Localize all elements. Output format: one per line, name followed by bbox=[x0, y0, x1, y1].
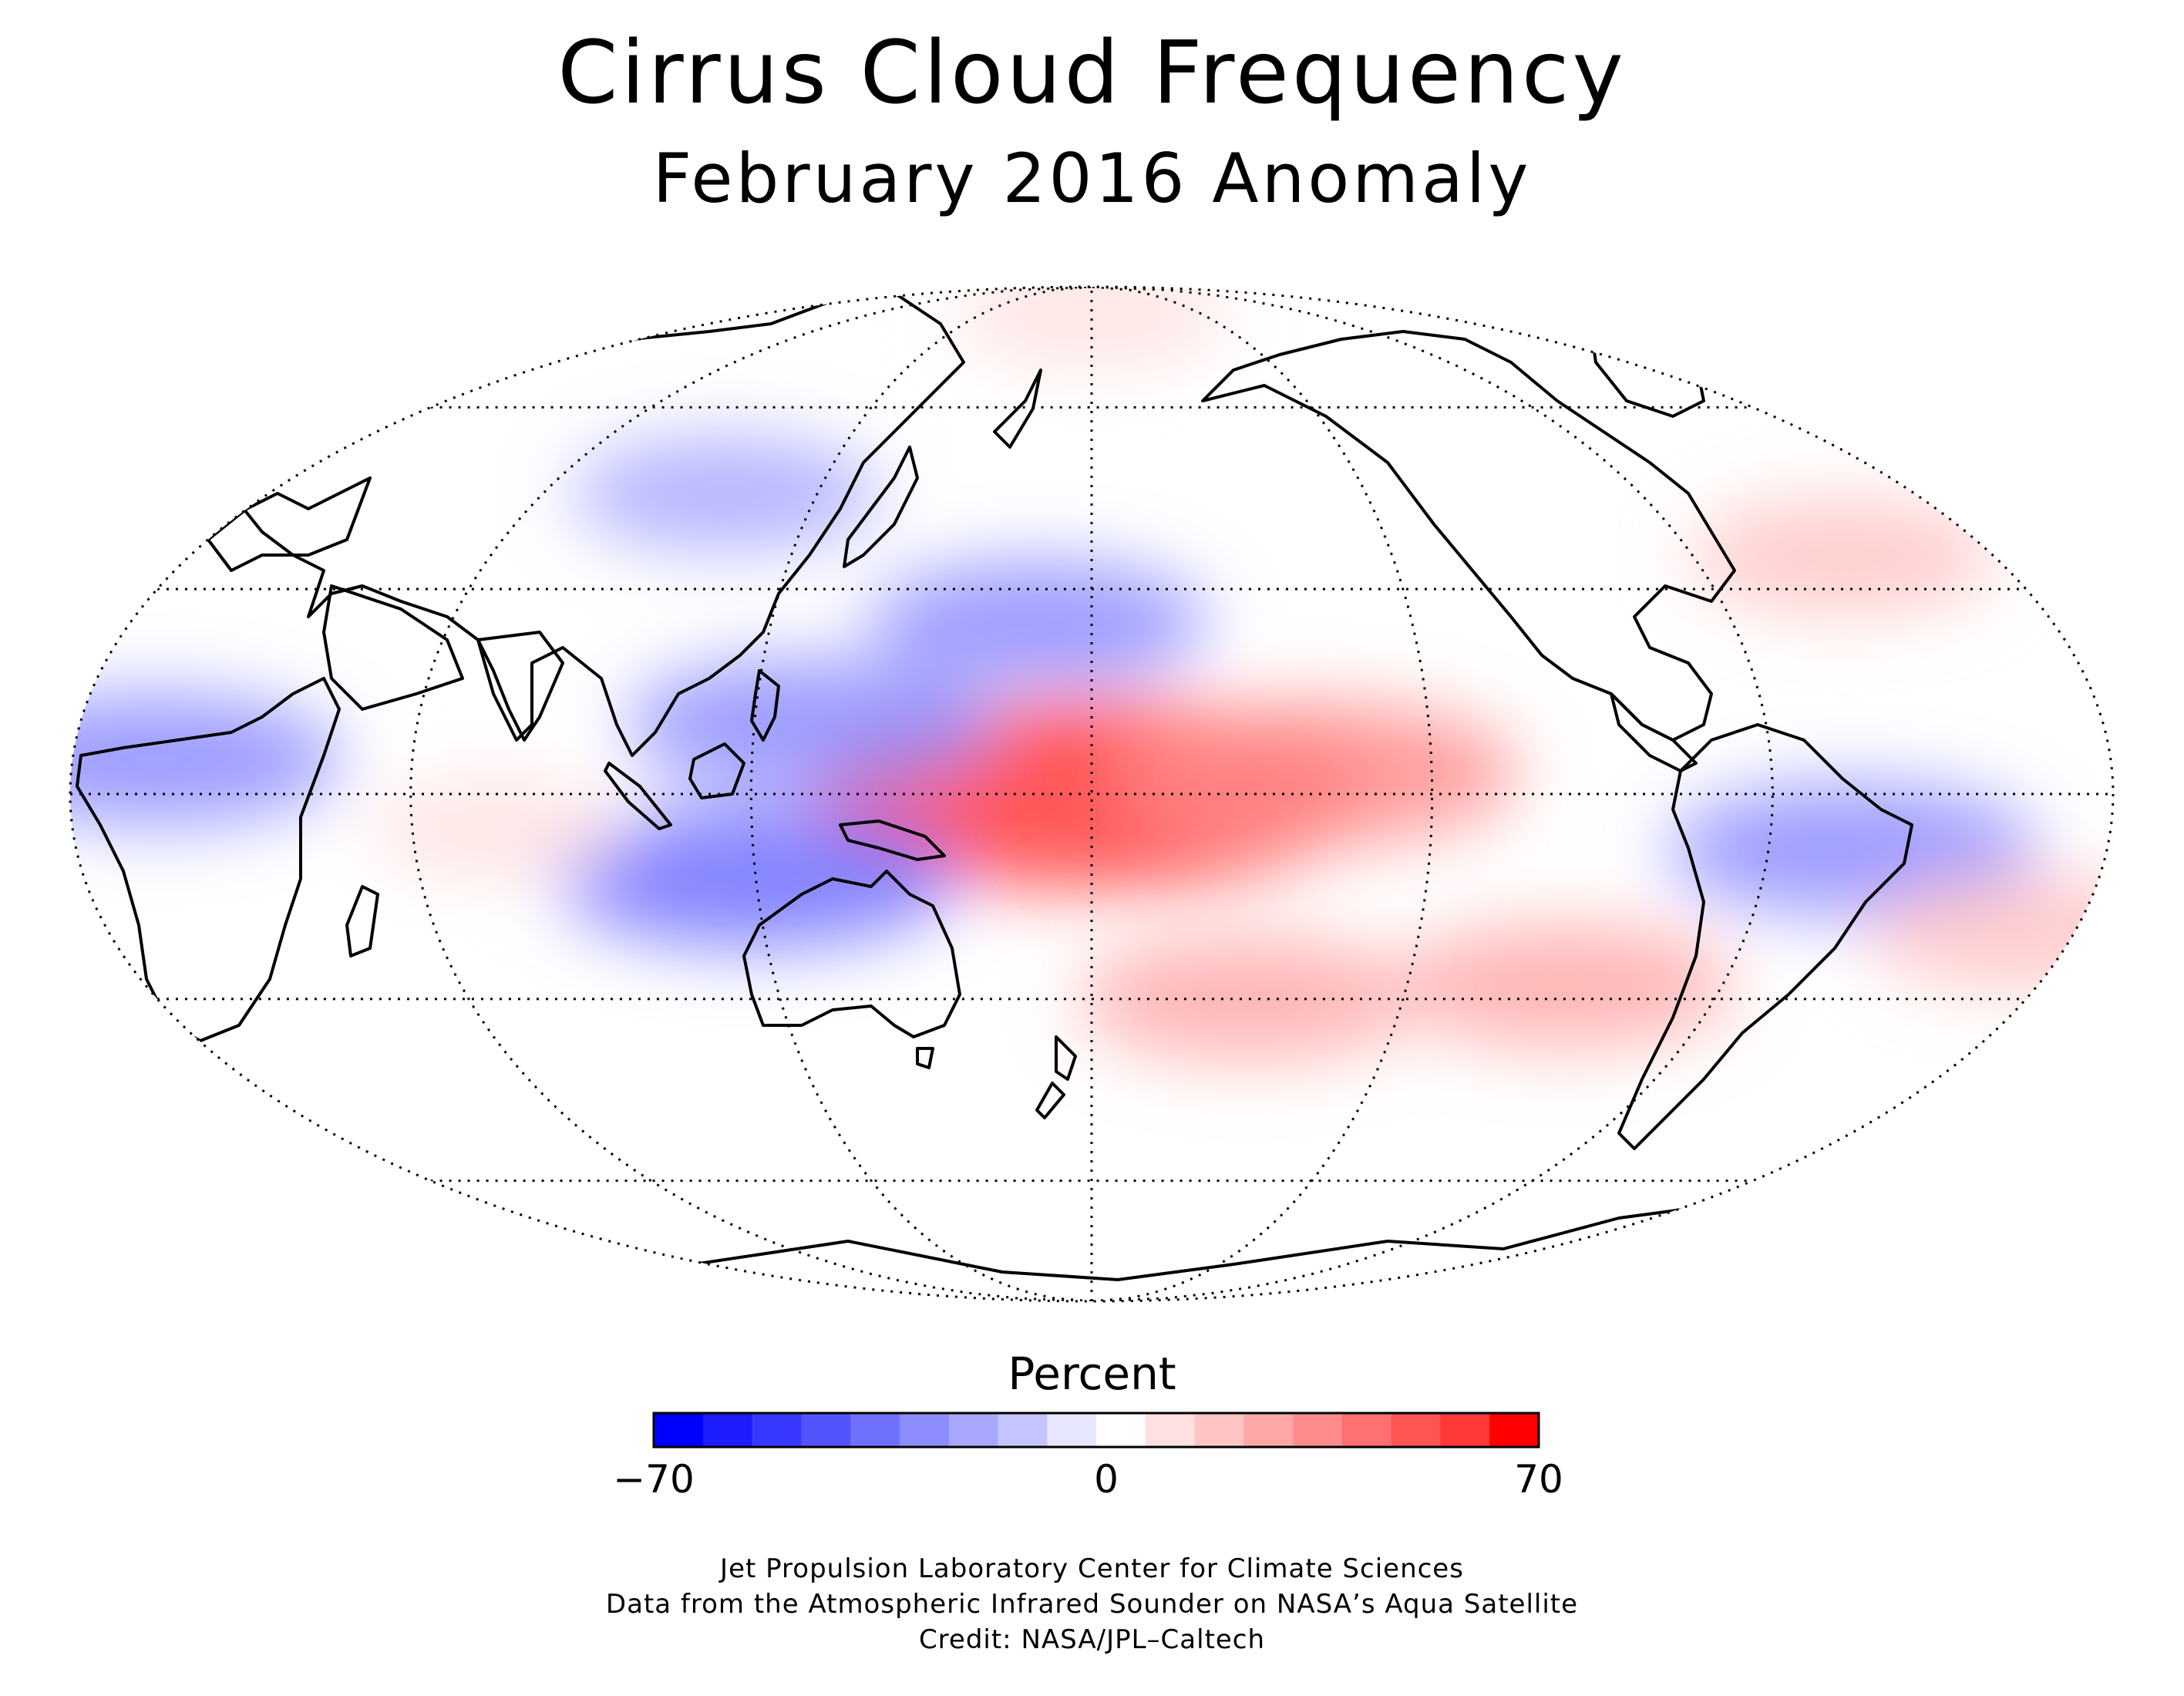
anomaly-blob-8 bbox=[571, 436, 880, 551]
anomaly-blob-3 bbox=[625, 658, 996, 791]
anomaly-blob-6 bbox=[70, 692, 343, 826]
colorbar-swatch-14 bbox=[1341, 1413, 1392, 1447]
anomaly-blob-2 bbox=[1078, 937, 1418, 1061]
philippines-outline bbox=[750, 669, 780, 742]
tasmania-outline bbox=[916, 1047, 934, 1069]
meridian-60 bbox=[1091, 287, 1434, 1301]
colorbar-swatch-11 bbox=[1194, 1413, 1244, 1447]
colorbar-label: Percent bbox=[1008, 1348, 1176, 1400]
colorbar-swatch-4 bbox=[850, 1413, 900, 1447]
meridian-120 bbox=[1091, 287, 1774, 1301]
meridian--60 bbox=[749, 287, 1092, 1301]
arabia-outline bbox=[322, 584, 464, 711]
kamchatka-outline bbox=[993, 368, 1042, 449]
africa-outline bbox=[76, 677, 341, 1042]
colorbar-min-label: −70 bbox=[613, 1457, 695, 1502]
credit-line-2: Data from the Atmospheric Infrared Sound… bbox=[605, 1589, 1579, 1620]
australia-outline bbox=[742, 870, 961, 1038]
colorbar-frame bbox=[652, 1412, 1540, 1449]
europe-outline bbox=[207, 476, 372, 572]
colorbar-swatch-3 bbox=[801, 1413, 851, 1447]
anomaly-blob-1 bbox=[1118, 702, 1519, 844]
graticule bbox=[70, 287, 2113, 1301]
colorbar-mid-label: 0 bbox=[1094, 1457, 1119, 1502]
globe-border bbox=[69, 285, 2115, 1303]
anomaly-blob-11 bbox=[1689, 499, 1998, 614]
colorbar-swatch-2 bbox=[752, 1413, 802, 1447]
colorbar-swatch-0 bbox=[654, 1413, 704, 1447]
anomaly-blob-7 bbox=[868, 560, 1208, 685]
colorbar-swatch-5 bbox=[899, 1413, 950, 1447]
chart-title: Cirrus Cloud Frequency bbox=[557, 23, 1627, 123]
credits-block: Jet Propulsion Laboratory Center for Cli… bbox=[0, 1551, 2184, 1657]
chart-subtitle: February 2016 Anomaly bbox=[652, 139, 1532, 218]
central-america-outline bbox=[1610, 692, 1698, 772]
credit-line-1: Jet Propulsion Laboratory Center for Cli… bbox=[720, 1553, 1464, 1584]
colorbar-swatch-6 bbox=[948, 1413, 998, 1447]
colorbar-swatch-1 bbox=[702, 1413, 753, 1447]
meridian--120 bbox=[409, 287, 1092, 1301]
south-america-outline bbox=[1617, 723, 1913, 1150]
colorbar-swatch-17 bbox=[1489, 1413, 1540, 1447]
colorbar-swatch-9 bbox=[1096, 1413, 1146, 1447]
anomaly-blob-9 bbox=[1395, 924, 1735, 1048]
colorbar-swatch-8 bbox=[1047, 1413, 1097, 1447]
anomaly-blob-10 bbox=[1866, 874, 2113, 989]
anomaly-blob-12 bbox=[953, 287, 1230, 367]
colorbar-swatch-15 bbox=[1391, 1413, 1441, 1447]
north-america-outline bbox=[1201, 330, 1736, 742]
colorbar-swatch-12 bbox=[1243, 1413, 1294, 1447]
colorbar-swatch-10 bbox=[1145, 1413, 1196, 1447]
colorbar bbox=[652, 1412, 1540, 1449]
new-zealand-outline bbox=[1035, 1035, 1077, 1119]
new-guinea-outline bbox=[839, 819, 946, 861]
asia-outline bbox=[230, 291, 965, 757]
sumatra-outline bbox=[604, 762, 672, 830]
colorbar-max-label: 70 bbox=[1514, 1457, 1563, 1502]
colorbar-swatch-16 bbox=[1440, 1413, 1490, 1447]
madagascar-outline bbox=[345, 885, 379, 957]
colorbar-swatch-13 bbox=[1293, 1413, 1343, 1447]
borneo-outline bbox=[688, 742, 745, 799]
colorbar-swatch-7 bbox=[998, 1413, 1048, 1447]
india-outline bbox=[476, 631, 564, 742]
japan-outline bbox=[843, 446, 919, 568]
anomaly-blob-13 bbox=[367, 779, 627, 879]
credit-line-3: Credit: NASA/JPL–Caltech bbox=[918, 1624, 1266, 1655]
